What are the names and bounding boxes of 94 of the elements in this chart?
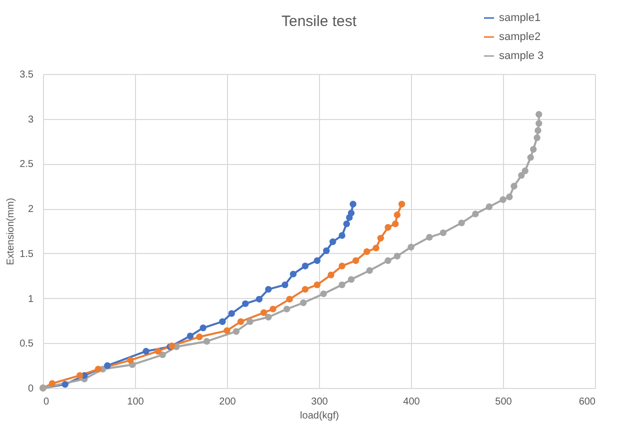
point [127,356,134,364]
point [142,348,150,355]
y-tick-label: 1.5 [20,248,34,260]
point [219,318,226,325]
x-tick-label: 100 [127,396,144,408]
x-tick-label: 500 [495,396,512,408]
x-tick-label: 600 [578,396,596,408]
point [440,229,447,236]
point [394,212,401,218]
point [527,154,534,161]
x-tick-label: 200 [219,396,236,408]
legend-label: sample2 [499,31,541,43]
point [48,380,56,387]
point [377,234,384,242]
x-axis-title: load(kgf) [300,410,339,422]
point [536,111,542,118]
point [536,120,542,127]
point [76,372,84,379]
point [348,210,355,216]
y-tick-label: 3.5 [20,70,34,80]
point [384,257,392,264]
point [408,244,414,250]
point [323,247,330,254]
point [510,182,518,190]
point [224,327,230,334]
point [200,324,206,332]
y-tick-label: 3 [28,114,34,126]
point [290,270,297,278]
y-tick-label: 0 [28,384,34,394]
point [203,338,210,345]
point [522,168,528,174]
point [260,309,268,316]
point [338,262,346,270]
point [283,306,290,312]
point [518,172,525,179]
point [338,281,346,288]
point [366,267,373,274]
point [62,381,68,388]
point [256,296,263,303]
y-axis-title: Extension(mm) [6,198,17,266]
point [534,134,540,142]
point [328,272,334,278]
point [282,281,288,288]
point [350,200,356,208]
point [300,299,307,306]
y-tick-label: 1 [28,294,34,305]
chart-title: Tensile test [281,13,358,30]
point [186,332,194,340]
y-tick-label: 2.5 [20,159,34,170]
point [363,248,370,255]
point [302,286,309,293]
point [343,220,350,228]
point [159,351,166,358]
point [196,334,203,340]
point [472,210,479,218]
point [530,146,537,153]
point [154,348,162,355]
point [329,238,336,246]
point [94,366,102,373]
point [265,286,272,293]
point [392,220,399,228]
point [398,200,406,208]
point [232,328,240,335]
point [242,300,249,308]
point [286,296,293,303]
point [486,203,493,210]
point [104,362,111,369]
point [394,252,401,260]
point [338,232,346,239]
point [500,196,506,203]
x-tick-label: 0 [44,396,50,408]
point [348,276,355,283]
y-tick-label: 2 [28,204,34,216]
point [320,290,327,298]
point [314,257,321,264]
point [352,257,360,264]
point [372,244,380,252]
point [228,310,235,317]
x-tick-label: 300 [311,396,328,408]
point [302,262,309,270]
point [270,306,276,312]
y-tick-label: 0.5 [20,338,34,350]
point [384,224,392,231]
point [426,234,433,241]
x-tick-label: 400 [403,396,420,408]
point [534,127,542,134]
point [246,318,254,325]
point [265,314,272,320]
point [314,281,321,288]
legend-label: sample1 [499,12,541,24]
point [237,318,244,325]
point [506,194,513,200]
legend-label: sample 3 [499,50,544,62]
point [458,220,465,226]
